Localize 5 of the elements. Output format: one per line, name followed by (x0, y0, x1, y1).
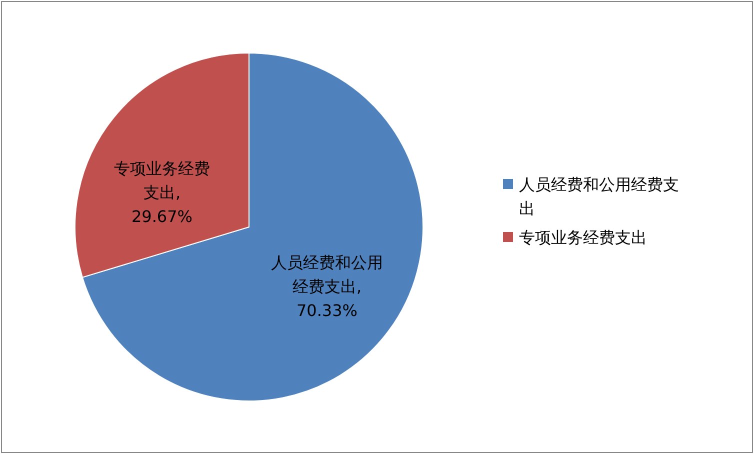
data-label: 专项业务经费支出, 29.67% (114, 159, 210, 226)
legend-label: 专项业务经费支出 (519, 228, 647, 247)
pie: 人员经费和公用经费支出, 70.33% 专项业务经费支出, 29.67% (74, 52, 424, 402)
data-label: 人员经费和公用经费支出, 70.33% (271, 253, 383, 320)
legend-label: 人员经费和公用经费支出 (519, 175, 679, 218)
